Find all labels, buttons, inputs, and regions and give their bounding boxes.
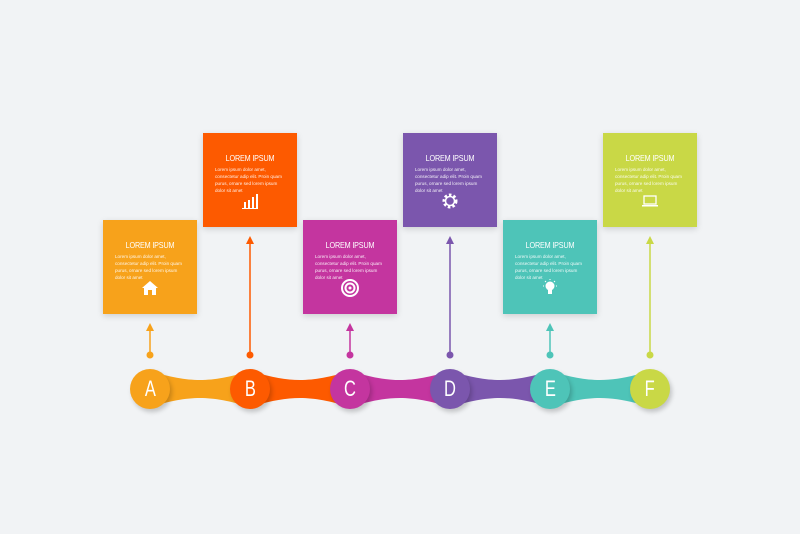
arrow-dot [446, 351, 454, 359]
step-title: LOREM IPSUM [525, 240, 575, 250]
step-card-f: LOREM IPSUM Lorem ipsum dolor amet, cons… [603, 133, 697, 227]
step-letter: F [644, 376, 656, 401]
step-node-b[interactable]: B [230, 369, 270, 409]
step-title: LOREM IPSUM [125, 240, 175, 250]
step-card-c: LOREM IPSUM Lorem ipsum dolor amet, cons… [303, 220, 397, 314]
step-node-d[interactable]: D [430, 369, 470, 409]
lightbulb-icon [540, 278, 560, 298]
laptop-icon [640, 191, 660, 211]
step-letter: A [144, 376, 156, 401]
timeline-band [350, 371, 450, 407]
arrow-dot [346, 351, 354, 359]
arrow-head [546, 323, 554, 331]
arrow-head [646, 236, 654, 244]
timeline-band [450, 371, 550, 407]
step-title: LOREM IPSUM [225, 153, 275, 163]
bar-chart-icon [240, 191, 260, 211]
timeline-band [250, 371, 350, 407]
timeline-band [550, 371, 650, 407]
step-title: LOREM IPSUM [625, 153, 675, 163]
step-letter: C [344, 376, 356, 401]
arrow-dot [546, 351, 554, 359]
step-title: LOREM IPSUM [425, 153, 475, 163]
step-card-e: LOREM IPSUM Lorem ipsum dolor amet, cons… [503, 220, 597, 314]
step-node-e[interactable]: E [530, 369, 570, 409]
arrow-dot [246, 351, 254, 359]
step-description: Lorem ipsum dolor amet, consectetur adip… [615, 167, 682, 193]
step-description: Lorem ipsum dolor amet, consectetur adip… [215, 167, 282, 193]
step-letter: D [444, 376, 456, 401]
arrow-head [446, 236, 454, 244]
gear-icon [440, 191, 460, 211]
step-node-a[interactable]: A [130, 369, 170, 409]
step-node-f[interactable]: F [630, 369, 670, 409]
step-card-a: LOREM IPSUM Lorem ipsum dolor amet, cons… [103, 220, 197, 314]
step-description: Lorem ipsum dolor amet, consectetur adip… [315, 254, 382, 280]
timeline-band [150, 371, 250, 407]
step-letter: B [244, 376, 256, 401]
step-title: LOREM IPSUM [325, 240, 375, 250]
arrow-dot [146, 351, 154, 359]
arrow-head [146, 323, 154, 331]
step-card-b: LOREM IPSUM Lorem ipsum dolor amet, cons… [203, 133, 297, 227]
step-card-d: LOREM IPSUM Lorem ipsum dolor amet, cons… [403, 133, 497, 227]
step-node-c[interactable]: C [330, 369, 370, 409]
arrow-head [246, 236, 254, 244]
step-description: Lorem ipsum dolor amet, consectetur adip… [115, 254, 182, 280]
arrow-dot [646, 351, 654, 359]
step-letter: E [544, 376, 556, 401]
step-description: Lorem ipsum dolor amet, consectetur adip… [515, 254, 582, 280]
arrow-head [346, 323, 354, 331]
target-icon [340, 278, 360, 298]
home-icon [140, 278, 160, 298]
step-description: Lorem ipsum dolor amet, consectetur adip… [415, 167, 482, 193]
